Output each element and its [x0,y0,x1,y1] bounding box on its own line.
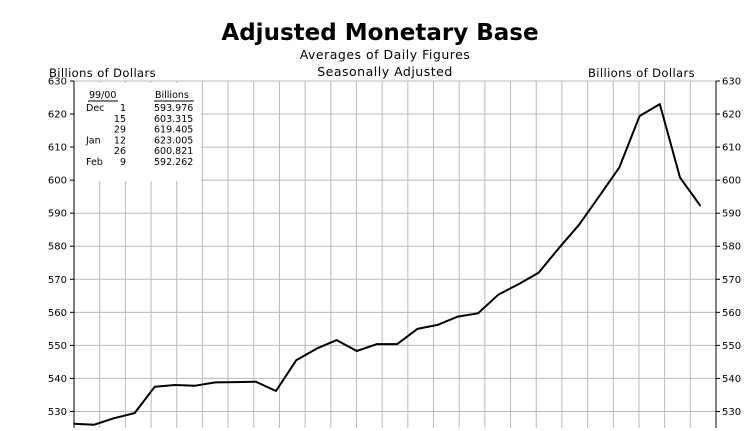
data-point [396,343,399,345]
data-point [214,381,217,384]
y-axis-label-left: Billions of Dollars [49,66,157,80]
data-table-day: 26 [114,146,126,157]
chart-subtitle: Averages of Daily Figures [299,47,471,62]
data-point [356,350,358,352]
y-tick-label: 570 [48,275,67,286]
y-tick-label: 540 [48,374,67,385]
data-table-value: 592.262 [154,157,193,168]
data-point [457,315,459,318]
y-tick-label: 540 [722,374,741,385]
data-table-day: 12 [114,135,126,146]
data-table-value: 593.976 [154,103,193,114]
data-point [73,422,75,425]
data-table-value: 619.405 [154,125,193,136]
y-tick-label: 580 [722,242,741,253]
data-point [275,390,277,392]
y-tick-label: 560 [48,308,67,319]
data-point [436,324,439,326]
data-point [517,283,520,286]
y-tick-labels-right: 530 540 550 560 570 580 590 600 610 620 630 [722,77,741,418]
data-table-month: Jan [85,135,101,146]
axes [70,80,720,428]
y-tick-label: 610 [722,143,741,154]
data-point [234,381,237,383]
y-tick-label: 610 [48,143,67,154]
y-tick-label: 590 [722,209,741,220]
data-point [376,343,378,345]
data-point [679,176,681,179]
series-line [73,103,702,426]
data-table: 99/00 Billions Dec 1 593.976 15 603.315 29 619.4… [75,83,201,181]
data-table-day: 9 [120,157,126,168]
y-tick-label: 530 [722,407,741,418]
data-table-value: 603.315 [154,114,193,125]
data-point [194,384,196,387]
data-table-month: Feb [86,157,103,168]
data-table-value: 600.821 [154,146,193,157]
data-point [315,347,318,350]
data-point [335,339,338,341]
data-table-header-period: 99/00 [89,90,116,101]
data-point [638,115,641,117]
data-point [618,166,621,169]
data-point [578,224,580,226]
data-point [113,417,116,419]
series [73,103,702,426]
data-point [537,271,540,274]
data-point [416,328,419,330]
data-table-day: 1 [120,103,126,114]
y-tick-label: 600 [48,176,67,187]
data-point [497,294,500,296]
data-point [598,195,600,198]
data-point [255,380,257,383]
y-tick-label: 550 [48,341,67,352]
y-tick-label: 630 [48,77,67,88]
chart-title: Adjusted Monetary Base [221,20,539,46]
chart-subtitle-2: Seasonally Adjusted [317,64,453,79]
y-axis-label-right: Billions of Dollars [588,66,696,80]
data-point [133,412,136,414]
data-point [699,204,701,207]
y-tick-labels-left: 530 540 550 560 570 580 590 600 610 620 630 [48,77,67,418]
data-table-value: 623.005 [154,135,193,146]
data-point [174,384,176,386]
y-tick-label: 600 [722,176,741,187]
data-point [154,385,156,388]
data-point [93,423,95,426]
y-tick-label: 580 [48,242,67,253]
data-table-background [75,83,201,181]
data-table-day: 15 [114,114,126,125]
data-point [558,247,560,249]
data-point [477,312,479,315]
data-point [659,103,661,105]
data-table-header-value: Billions [155,90,189,101]
y-tick-label: 560 [722,308,741,319]
data-point [295,359,298,362]
y-tick-label: 530 [48,407,67,418]
y-tick-label: 630 [722,77,741,88]
y-tick-label: 620 [48,110,67,121]
y-tick-label: 550 [722,341,741,352]
y-tick-label: 620 [722,110,741,121]
y-tick-label: 590 [48,209,67,220]
data-table-month: Dec [86,103,104,114]
y-tick-label: 570 [722,275,741,286]
data-table-day: 29 [114,125,126,136]
